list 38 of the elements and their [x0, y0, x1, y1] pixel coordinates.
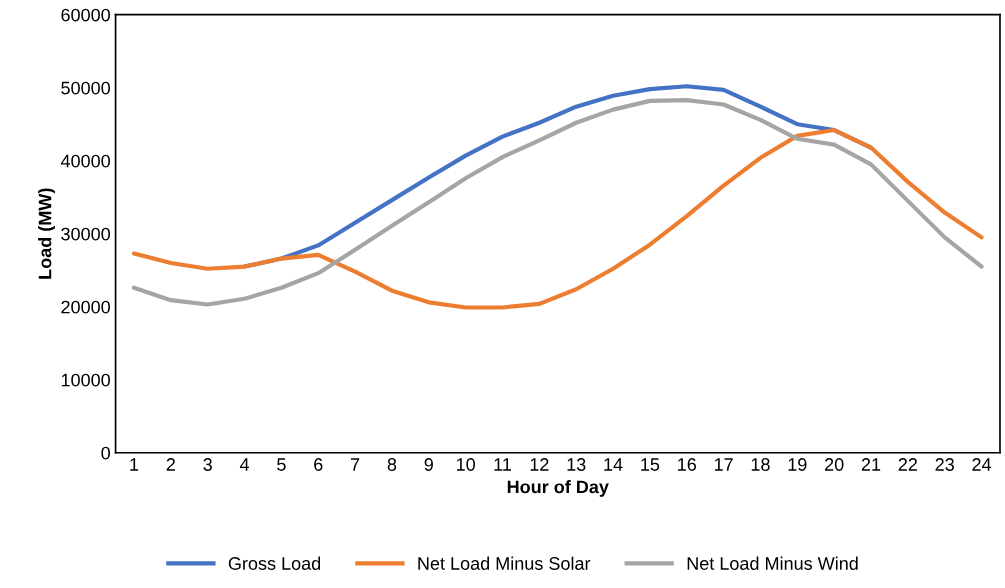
legend-label: Gross Load [228, 556, 321, 570]
x-tick-label: 3 [203, 458, 212, 471]
y-tick-label: 40000 [60, 154, 111, 168]
x-tick-label: 17 [714, 458, 733, 471]
y-tick-label: 30000 [61, 227, 111, 241]
y-tick-label: 0 [101, 446, 111, 460]
x-tick-label: 13 [567, 458, 586, 471]
y-axis-title: Load (MW) [38, 188, 55, 279]
x-tick-label: 22 [898, 458, 917, 471]
x-tick-label: 1 [130, 458, 139, 471]
x-tick-label: 24 [972, 458, 992, 471]
x-tick-label: 10 [456, 458, 475, 471]
x-tick-label: 21 [861, 458, 881, 471]
x-tick-label: 9 [424, 458, 433, 471]
y-tick-label: 60000 [61, 8, 111, 22]
x-tick-label: 16 [678, 458, 696, 471]
x-tick-label: 2 [166, 458, 175, 471]
x-tick-label: 19 [788, 458, 807, 471]
x-tick-label: 4 [239, 458, 250, 471]
legend-label: Net Load Minus Wind [687, 556, 858, 570]
legend-label: Net Load Minus Solar [418, 556, 591, 570]
x-tick-label: 14 [604, 458, 623, 471]
x-tick-label: 7 [351, 458, 360, 471]
y-tick-label: 10000 [61, 373, 111, 387]
x-tick-label: 23 [935, 458, 954, 471]
x-tick-label: 20 [825, 458, 844, 471]
x-tick-label: 12 [530, 458, 549, 471]
x-tick-label: 15 [641, 458, 660, 471]
y-tick-label: 50000 [61, 81, 111, 95]
x-axis-title: Hour of Day [507, 480, 609, 497]
x-tick-label: 11 [494, 458, 511, 471]
x-tick-label: 18 [751, 458, 770, 471]
line-series [131, 98, 984, 307]
line-series [131, 127, 984, 310]
x-tick-label: 5 [277, 458, 286, 471]
x-tick-label: 8 [387, 458, 397, 471]
y-tick-label: 20000 [61, 300, 111, 314]
x-tick-label: 6 [314, 458, 323, 471]
